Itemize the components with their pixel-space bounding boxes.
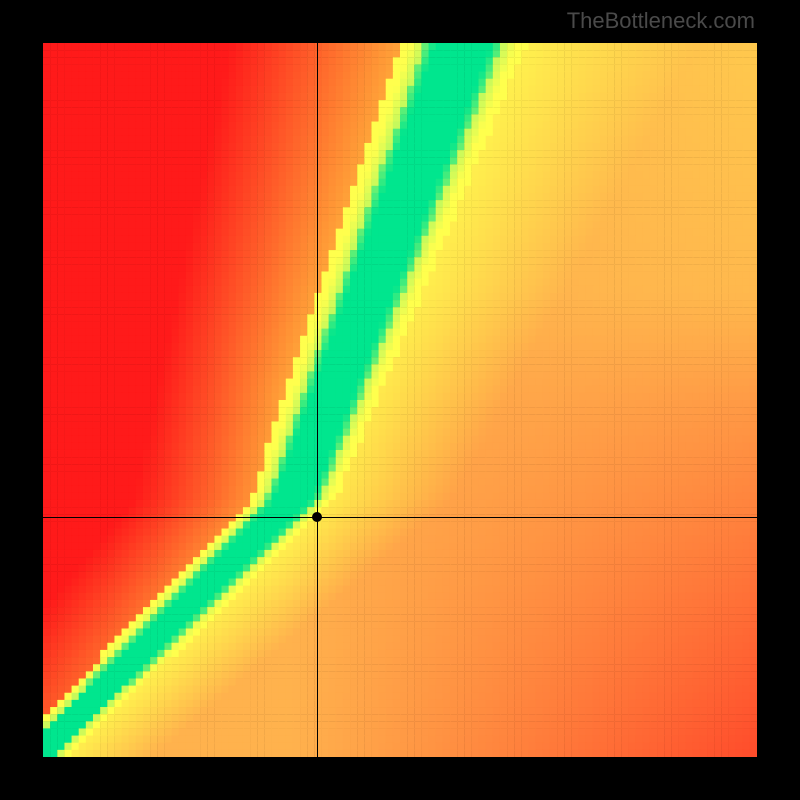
watermark-text: TheBottleneck.com <box>567 8 755 34</box>
crosshair-horizontal <box>43 517 757 518</box>
crosshair-vertical <box>317 43 318 757</box>
crosshair-marker <box>312 512 322 522</box>
heatmap-canvas <box>43 43 757 757</box>
